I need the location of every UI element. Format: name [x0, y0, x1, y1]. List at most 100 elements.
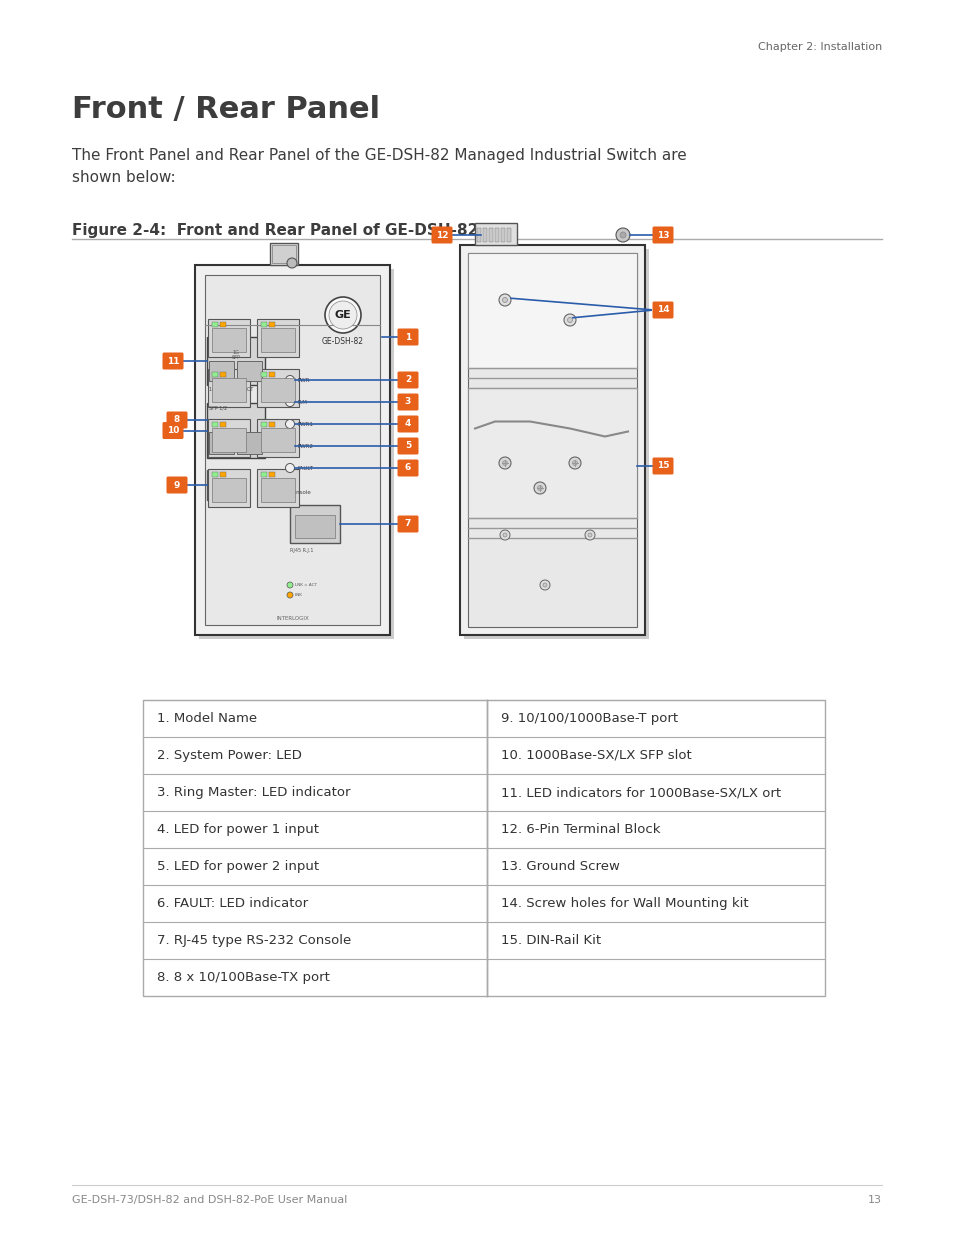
Bar: [261, 422, 267, 427]
FancyBboxPatch shape: [397, 415, 418, 432]
Text: 13: 13: [656, 231, 669, 240]
Bar: [459, 245, 644, 635]
Bar: [463, 249, 648, 638]
Text: Figure 2-4:  Front and Rear Panel of GE-DSH-82: Figure 2-4: Front and Rear Panel of GE-D…: [71, 224, 477, 238]
Circle shape: [502, 534, 506, 537]
Circle shape: [542, 583, 546, 587]
Circle shape: [502, 461, 507, 466]
Circle shape: [287, 582, 293, 588]
Bar: [208, 469, 250, 508]
Bar: [194, 266, 390, 635]
Bar: [212, 329, 246, 352]
Text: LNK: LNK: [294, 593, 302, 597]
Text: R.M: R.M: [297, 399, 308, 405]
Text: PWR: PWR: [297, 378, 310, 383]
Text: 1G
SFP: 1G SFP: [232, 350, 240, 361]
Text: 3. Ring Master: LED indicator: 3. Ring Master: LED indicator: [157, 785, 350, 799]
Bar: [270, 243, 297, 266]
Text: 5. LED for power 2 input: 5. LED for power 2 input: [157, 860, 319, 873]
Circle shape: [498, 294, 511, 306]
Text: 7. RJ-45 type RS-232 Console: 7. RJ-45 type RS-232 Console: [157, 934, 351, 947]
Text: 8. 8 x 10/100Base-TX port: 8. 8 x 10/100Base-TX port: [157, 971, 330, 984]
Circle shape: [287, 258, 296, 268]
Circle shape: [285, 420, 294, 429]
Text: 14: 14: [656, 305, 669, 315]
Circle shape: [534, 482, 545, 494]
Bar: [476, 228, 480, 242]
Bar: [207, 403, 265, 458]
Bar: [212, 472, 218, 477]
Text: 11. LED indicators for 1000Base-SX/LX ort: 11. LED indicators for 1000Base-SX/LX or…: [500, 785, 781, 799]
Text: 12. 6-Pin Terminal Block: 12. 6-Pin Terminal Block: [500, 823, 659, 836]
FancyBboxPatch shape: [397, 459, 418, 477]
Bar: [208, 319, 250, 357]
Text: 5: 5: [404, 441, 411, 451]
FancyBboxPatch shape: [397, 437, 418, 454]
FancyBboxPatch shape: [167, 477, 188, 494]
Circle shape: [329, 301, 356, 329]
Bar: [468, 388, 637, 517]
Bar: [212, 372, 218, 377]
Bar: [220, 472, 226, 477]
Bar: [208, 369, 250, 408]
Text: Console: Console: [290, 490, 312, 495]
Bar: [212, 422, 218, 427]
Bar: [220, 372, 226, 377]
Bar: [294, 515, 335, 538]
Circle shape: [285, 398, 294, 406]
Bar: [475, 224, 517, 245]
Bar: [256, 319, 298, 357]
FancyBboxPatch shape: [652, 226, 673, 243]
Bar: [269, 322, 274, 327]
Text: SFP 1/2: SFP 1/2: [209, 405, 227, 410]
Text: Chapter 2: Installation: Chapter 2: Installation: [757, 42, 882, 52]
Bar: [489, 228, 493, 242]
Text: 9: 9: [173, 480, 180, 489]
Text: 2. System Power: LED: 2. System Power: LED: [157, 748, 301, 762]
Bar: [506, 228, 511, 242]
Text: FAULT: FAULT: [297, 466, 314, 471]
Text: 2: 2: [404, 375, 411, 384]
Text: 10: 10: [167, 426, 179, 435]
Text: 13: 13: [867, 1195, 882, 1205]
Text: 9. 10/100/1000Base-T port: 9. 10/100/1000Base-T port: [500, 713, 678, 725]
Text: 8: 8: [173, 415, 180, 425]
Bar: [468, 253, 637, 368]
Bar: [468, 253, 637, 627]
FancyBboxPatch shape: [431, 226, 452, 243]
FancyBboxPatch shape: [397, 394, 418, 410]
Text: 1: 1: [404, 332, 411, 342]
Bar: [272, 245, 295, 263]
Bar: [212, 429, 246, 452]
Bar: [220, 322, 226, 327]
FancyBboxPatch shape: [397, 329, 418, 346]
Bar: [261, 429, 294, 452]
Bar: [199, 269, 394, 638]
Circle shape: [584, 530, 595, 540]
Text: The Front Panel and Rear Panel of the GE-DSH-82 Managed Industrial Switch are
sh: The Front Panel and Rear Panel of the GE…: [71, 148, 686, 185]
FancyBboxPatch shape: [397, 515, 418, 532]
Circle shape: [563, 314, 576, 326]
Text: GE-DSH-73/DSH-82 and DSH-82-PoE User Manual: GE-DSH-73/DSH-82 and DSH-82-PoE User Man…: [71, 1195, 347, 1205]
Text: LNK = ACT: LNK = ACT: [294, 583, 316, 587]
Bar: [207, 471, 249, 500]
FancyBboxPatch shape: [162, 422, 183, 438]
FancyBboxPatch shape: [652, 301, 673, 319]
Text: 10 G  ON LNK ACT: 10 G ON LNK ACT: [209, 387, 253, 391]
Bar: [212, 478, 246, 501]
Bar: [143, 700, 824, 995]
Text: 6: 6: [404, 463, 411, 473]
Bar: [261, 329, 294, 352]
Text: RJ45 R.J.1: RJ45 R.J.1: [290, 548, 314, 553]
Text: PWR1: PWR1: [297, 421, 314, 426]
Bar: [205, 275, 379, 625]
Text: 7: 7: [404, 520, 411, 529]
Circle shape: [587, 534, 592, 537]
Bar: [261, 378, 294, 403]
Bar: [236, 361, 262, 382]
Circle shape: [287, 592, 293, 598]
Text: 15. DIN-Rail Kit: 15. DIN-Rail Kit: [500, 934, 600, 947]
Text: 14. Screw holes for Wall Mounting kit: 14. Screw holes for Wall Mounting kit: [500, 897, 748, 910]
Text: Front / Rear Panel: Front / Rear Panel: [71, 95, 379, 124]
Circle shape: [616, 228, 629, 242]
